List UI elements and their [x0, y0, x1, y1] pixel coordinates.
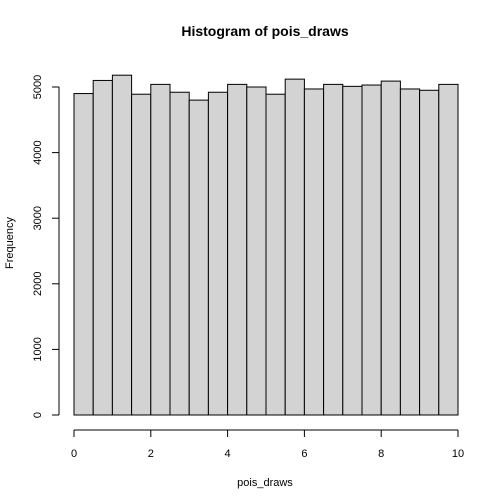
histogram-bar	[303, 88, 325, 416]
y-tick-label: 3000	[32, 206, 44, 230]
histogram-bar	[207, 91, 229, 416]
histogram-bar	[92, 79, 113, 416]
histogram-bar	[342, 85, 363, 416]
x-tick-label: 0	[71, 448, 77, 460]
histogram-bar	[399, 88, 421, 416]
histogram-bar	[73, 93, 94, 416]
x-tick-label: 6	[301, 448, 307, 460]
histogram-bar	[150, 83, 171, 416]
x-tick-label: 10	[452, 448, 464, 460]
x-tick-label: 4	[225, 448, 231, 460]
y-axis: 0 1000 2000 3000 4000 5000	[32, 75, 60, 418]
histogram-bar	[246, 86, 267, 416]
histogram-bar	[169, 91, 190, 416]
x-tick-label: 8	[378, 448, 384, 460]
y-tick-label: 4000	[32, 140, 44, 164]
histogram-bar	[111, 74, 133, 416]
y-axis-label: Frequency	[4, 217, 16, 269]
x-axis-label: pois_draws	[237, 477, 293, 489]
x-tick-label: 2	[148, 448, 154, 460]
x-axis: 0 2 4 6 8 10	[71, 429, 464, 460]
histogram-bar	[131, 93, 152, 416]
y-tick-label: 2000	[32, 272, 44, 296]
histogram-bar	[361, 84, 382, 416]
histogram-bar	[284, 78, 305, 416]
histogram-bar	[227, 83, 248, 416]
chart-title: Histogram of pois_draws	[181, 23, 348, 39]
y-tick-label: 5000	[32, 75, 44, 99]
histogram-bar	[323, 83, 344, 416]
histogram-bar	[419, 89, 440, 416]
histogram-bar	[380, 80, 401, 416]
y-tick-label: 1000	[32, 337, 44, 361]
bars-group	[73, 74, 459, 416]
histogram-bar	[265, 93, 286, 416]
histogram-bar	[188, 99, 209, 416]
y-tick-label: 0	[32, 412, 44, 418]
histogram-bar	[438, 83, 459, 416]
